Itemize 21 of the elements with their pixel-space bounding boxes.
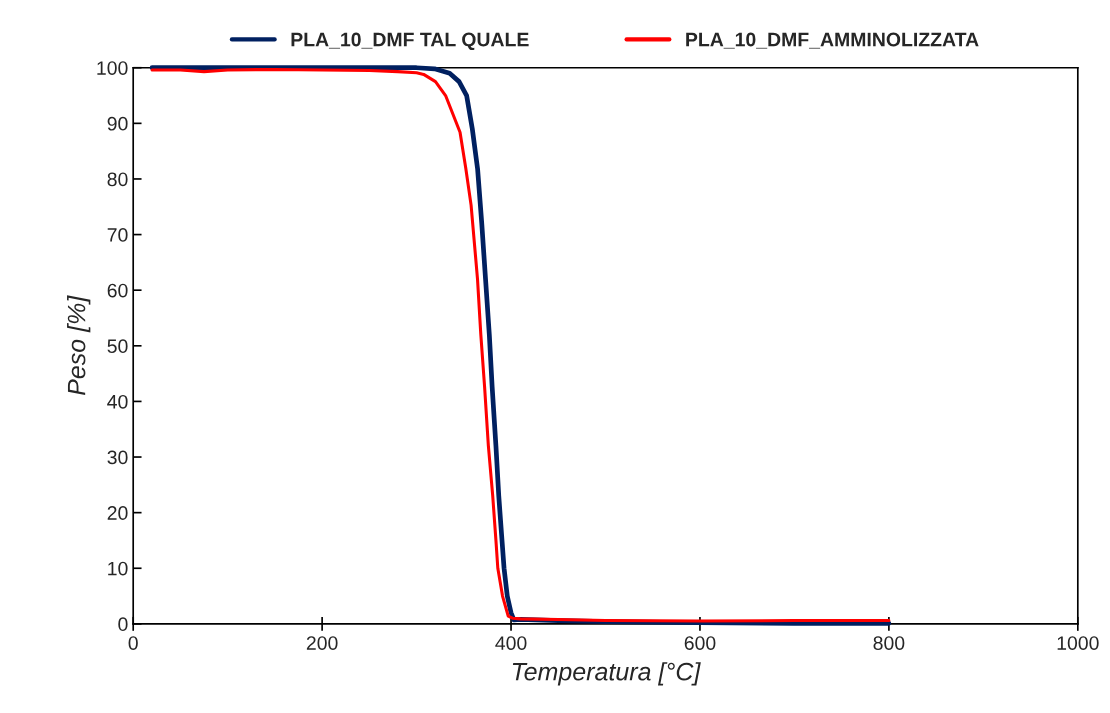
x-axis-title: Temperatura [°C] — [512, 662, 701, 686]
legend-label: PLA_10_DMF_AMMINOLIZZATA — [686, 32, 979, 49]
y-axis-title: Peso [%] — [67, 295, 91, 396]
y-tick-label: 80 — [107, 172, 128, 187]
y-tick-label: 20 — [107, 506, 128, 520]
y-tick-label: 90 — [107, 116, 128, 131]
x-tick-label: 200 — [306, 636, 338, 650]
y-tick-label: 70 — [107, 228, 128, 242]
legend-label: PLA_10_DMF TAL QUALE — [291, 32, 529, 51]
y-tick-label: 30 — [107, 450, 128, 465]
y-tick-label: 60 — [107, 283, 128, 298]
y-tick-label: 40 — [107, 394, 128, 409]
x-tick-label: 0 — [128, 636, 138, 650]
y-tick-label: 0 — [118, 617, 128, 632]
y-tick-label: 50 — [107, 339, 128, 354]
y-tick-label: 10 — [108, 561, 128, 576]
x-tick-label: 1000 — [1057, 636, 1099, 650]
y-tick-label: 100 — [97, 61, 128, 75]
x-tick-label: 400 — [495, 636, 527, 650]
x-tick-label: 600 — [684, 636, 716, 650]
x-tick-label: 800 — [873, 636, 905, 650]
